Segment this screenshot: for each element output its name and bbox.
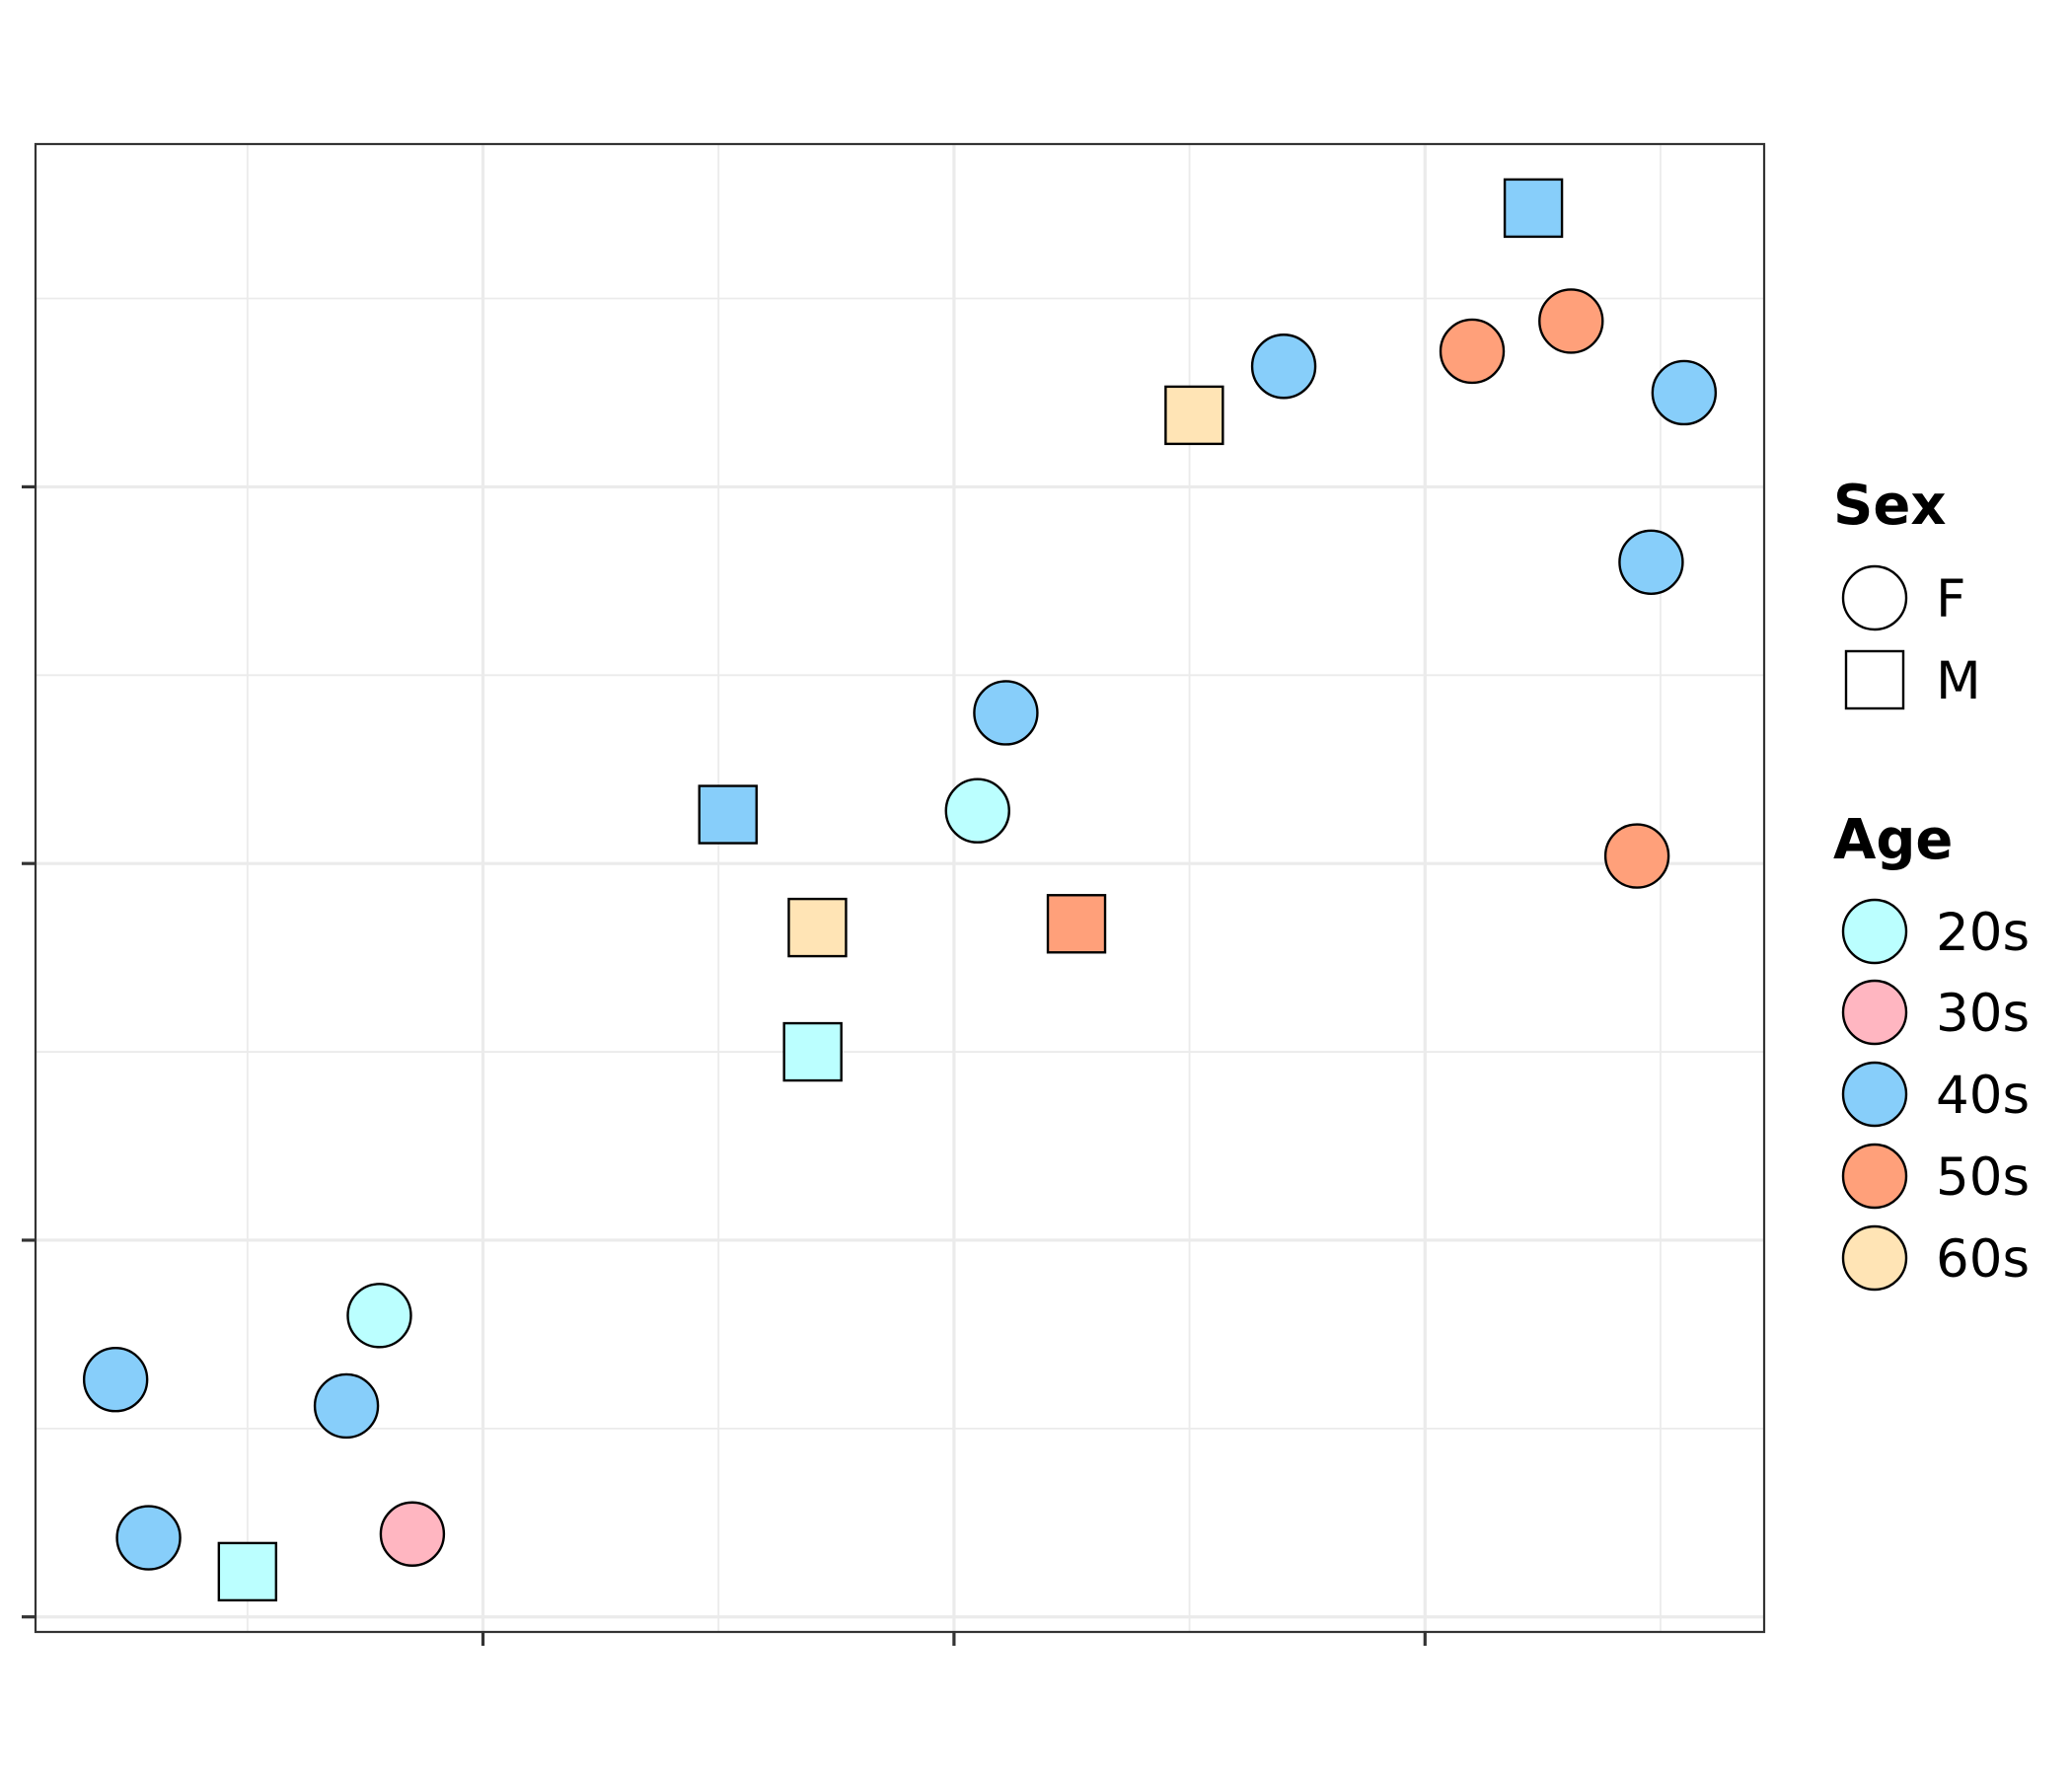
data-points (82, 178, 1718, 1602)
data-point-square (787, 897, 848, 958)
data-point-circle (1618, 529, 1684, 595)
data-point-circle (1651, 359, 1718, 426)
data-point-circle (379, 1501, 446, 1567)
data-point-circle (1250, 333, 1317, 400)
legend-age-title: Age (1833, 808, 1953, 872)
data-point-circle (115, 1505, 182, 1571)
legend-age-50s-label: 50s (1936, 1147, 2030, 1208)
legend-age-20s-key (1841, 898, 1908, 965)
data-point-circle (1538, 288, 1604, 354)
legend-age-30s-label: 30s (1936, 984, 2030, 1044)
legend-age-20s-label: 20s (1936, 903, 2030, 963)
legend-sex-m-label: M (1936, 651, 1981, 711)
data-point-circle (313, 1372, 380, 1440)
legend-age: Age 20s 30s 40s 50s 60s (1833, 808, 2030, 1292)
legend-age-40s-label: 40s (1936, 1066, 2030, 1126)
data-point-square (1164, 385, 1224, 446)
legend-sex: Sex F M (1833, 474, 1981, 711)
data-point-circle (973, 680, 1039, 746)
legend-age-50s-key (1841, 1143, 1908, 1210)
data-point-square (1503, 178, 1564, 239)
data-point-circle (1439, 318, 1506, 385)
legend-age-30s-key (1841, 979, 1908, 1046)
legend-sex-title: Sex (1833, 474, 1946, 538)
axis-ticks (22, 484, 1427, 1646)
data-point-circle (1603, 823, 1670, 889)
data-point-square (1046, 894, 1107, 954)
legend-age-60s-label: 60s (1936, 1229, 2030, 1290)
grid-lines (36, 144, 1764, 1632)
legend-age-60s-key (1841, 1224, 1908, 1292)
data-point-square (782, 1021, 843, 1082)
data-point-square (217, 1541, 278, 1602)
data-point-circle (346, 1283, 412, 1349)
data-point-square (698, 784, 758, 845)
legend-sex-m-key (1844, 649, 1905, 710)
data-point-circle (82, 1347, 149, 1413)
data-point-circle (944, 777, 1010, 844)
legend-sex-f-label: F (1936, 569, 1966, 629)
legend-age-40s-key (1841, 1061, 1908, 1128)
plot-panel-border (34, 142, 1766, 1634)
legend-sex-f-key (1841, 564, 1908, 631)
